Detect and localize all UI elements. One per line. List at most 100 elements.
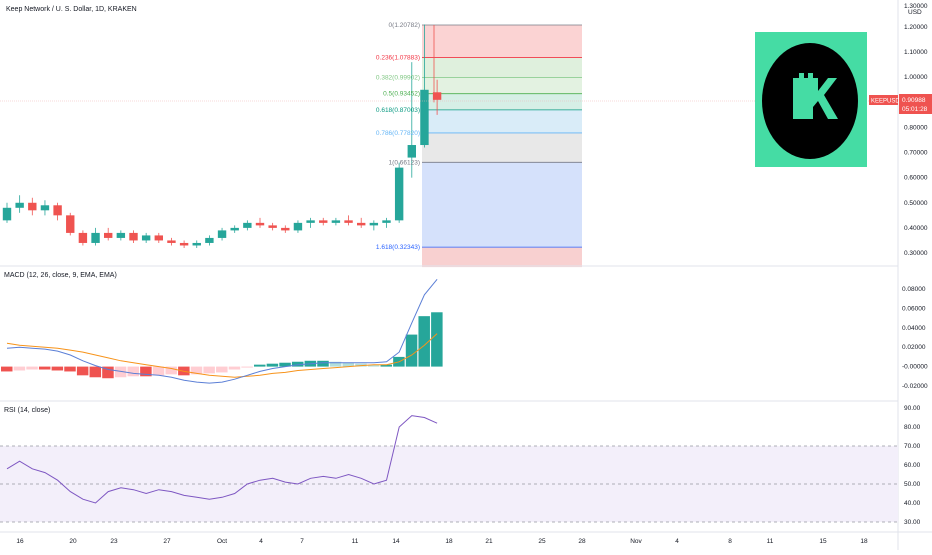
candle-body <box>66 215 75 233</box>
fib-level-label: 0.236(1.07883) <box>376 54 420 61</box>
macd-histogram-bar <box>190 366 203 375</box>
candles <box>2 24 442 248</box>
price-axis-tick: 0.30000 <box>904 250 928 257</box>
macd-axis-tick: -0.00000 <box>902 364 928 371</box>
time-axis-tick: 25 <box>538 538 546 545</box>
macd-histogram-bar <box>64 366 76 372</box>
macd-histogram-bar <box>380 364 392 367</box>
chart-title[interactable]: Keep Network / U. S. Dollar, 1D, KRAKEN <box>6 6 137 13</box>
fib-zone <box>422 77 582 94</box>
macd-histogram-bar <box>418 316 430 367</box>
macd-indicator-label[interactable]: MACD (12, 26, close, 9, EMA, EMA) <box>4 272 117 279</box>
last-price-tag: KEEPUSD 0.90988 05:01:28 <box>869 94 932 114</box>
fib-level-label: 0.382(0.99902) <box>376 74 420 81</box>
macd-axis-tick: 0.04000 <box>902 325 926 332</box>
price-axis-tick: 0.80000 <box>904 124 928 131</box>
candle-body <box>217 230 227 238</box>
candle-body <box>382 220 391 223</box>
candle-body <box>255 222 265 226</box>
candle-body <box>28 202 37 211</box>
time-axis-tick: Oct <box>217 538 227 545</box>
candle-body <box>91 232 100 243</box>
bar-countdown: 05:01:28 <box>902 106 928 113</box>
price-axis-tick: 1.10000 <box>904 49 928 56</box>
fib-zone <box>422 132 582 163</box>
last-price-value: 0.90988 <box>902 97 926 104</box>
candle-body <box>306 220 315 223</box>
time-axis-tick: 28 <box>578 538 586 545</box>
candle-body <box>394 167 404 221</box>
price-axis-tick: 1.20000 <box>904 24 928 31</box>
macd-histogram-bar <box>1 366 13 372</box>
candle-body <box>104 232 113 238</box>
k-logo-icon <box>762 43 858 159</box>
candle-body <box>357 222 366 226</box>
candle-body <box>230 227 239 231</box>
time-axis-tick: 4 <box>675 538 679 545</box>
time-axis-tick: 20 <box>69 538 77 545</box>
candle-body <box>407 145 416 158</box>
macd-axis-tick: 0.02000 <box>902 344 926 351</box>
price-axis-tick: 0.40000 <box>904 225 928 232</box>
time-axis[interactable]: 16 20 23 27 Oct 4 7 11 14 18 21 25 28 Nov 4 8 11 15 18 <box>16 538 868 545</box>
time-axis-tick: 4 <box>259 538 263 545</box>
macd-histogram-bar <box>266 363 279 367</box>
candle-body <box>154 235 163 241</box>
macd-pane[interactable] <box>1 278 443 384</box>
candle-body <box>344 220 353 223</box>
candle-body <box>2 207 12 221</box>
fib-level-label: 0(1.20782) <box>389 22 420 29</box>
time-axis-tick: 11 <box>767 538 774 545</box>
price-axis[interactable]: 1.30000 USD 1.200001.100001.000000.90000… <box>904 3 928 257</box>
fib-level-label: 1.618(0.32343) <box>376 244 420 251</box>
candle-body <box>268 225 277 228</box>
time-axis-tick: 23 <box>110 538 118 545</box>
macd-axis-tick: 0.06000 <box>902 305 926 312</box>
rsi-pane[interactable] <box>0 415 898 523</box>
macd-axis-tick: -0.02000 <box>902 383 928 390</box>
time-axis-tick: 16 <box>16 538 24 545</box>
fib-zone <box>422 162 582 248</box>
macd-histogram-bar <box>140 366 152 377</box>
macd-axis[interactable]: 0.08000 0.06000 0.04000 0.02000 -0.00000 -0.0… <box>902 286 928 390</box>
fib-level-label: 0.618(0.87003) <box>376 107 420 114</box>
candle-body <box>116 232 126 238</box>
time-axis-tick: Nov <box>630 538 642 545</box>
candle-body <box>205 237 214 243</box>
time-axis-tick: 18 <box>445 538 453 545</box>
macd-histogram-bar <box>405 334 418 367</box>
macd-histogram-bar <box>127 366 139 377</box>
macd-histogram-bar <box>228 366 241 370</box>
rsi-axis-tick: 70.00 <box>904 443 921 450</box>
time-axis-tick: 27 <box>163 538 171 545</box>
fib-level-label: 0.786(0.77820) <box>376 130 420 137</box>
candle-body <box>15 202 24 208</box>
candle-body <box>78 232 88 243</box>
fib-zone <box>422 93 582 110</box>
fib-retracement[interactable] <box>422 24 582 268</box>
candle-body <box>331 220 341 223</box>
rsi-line <box>6 415 438 504</box>
rsi-indicator-label[interactable]: RSI (14, close) <box>4 407 51 414</box>
rsi-axis[interactable]: 90.00 80.00 70.00 60.00 50.00 40.00 30.00 <box>904 405 921 526</box>
macd-histogram-bar <box>279 362 291 367</box>
macd-histogram-bar <box>51 366 64 371</box>
price-axis-tick: 0.50000 <box>904 200 928 207</box>
macd-histogram-bar <box>342 362 355 367</box>
rsi-axis-tick: 60.00 <box>904 462 921 469</box>
macd-axis-tick: 0.08000 <box>902 286 926 293</box>
fib-level-label: 0.5(0.93452) <box>383 91 420 98</box>
macd-histogram-bar <box>254 364 266 367</box>
macd-histogram-bar <box>89 366 102 378</box>
price-axis-top: 1.30000 <box>904 3 928 10</box>
price-axis-currency: USD <box>908 9 922 16</box>
candle-body <box>281 227 290 231</box>
macd-histogram-bar <box>102 366 114 379</box>
macd-histogram-bar <box>76 366 89 376</box>
macd-histogram-bar <box>291 361 304 367</box>
macd-histogram-bar <box>431 312 443 367</box>
macd-line <box>6 278 438 384</box>
candle-body <box>192 242 201 246</box>
rsi-axis-tick: 90.00 <box>904 405 921 412</box>
